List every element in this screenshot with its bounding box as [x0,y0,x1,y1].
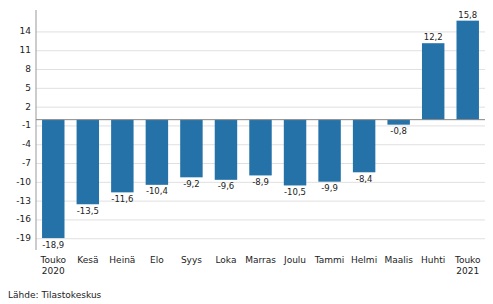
grid-line [36,50,485,51]
y-tick-label: 8 [25,64,31,74]
data-label: -9,6 [218,181,235,191]
data-label: -9,9 [321,183,338,193]
x-tick-label: Joulu [283,255,306,265]
chart: -19 -16 -13 -10 -7 -4 -1 2 5 8 11 14 -18,9 -13,5 -11,6… [0,0,493,304]
grid [36,32,485,239]
bar [42,120,64,238]
y-axis: -19 -16 -13 -10 -7 -4 -1 2 5 8 11 14 [16,10,36,250]
data-labels: -18,9 -13,5 -11,6 -10,4 -9,2 -9,6 -8,9 -10,5 -9,… [42,10,477,250]
x-tick-label: Huhti [421,255,445,265]
bar [249,120,271,176]
x-tick-label: Touko2021 [454,255,481,276]
y-tick-label: 14 [20,26,32,36]
data-label: -11,6 [111,194,133,204]
source-note: Lähde: Tilastokeskus [8,290,102,300]
y-tick-label: -19 [16,233,31,243]
grid-line [36,201,485,202]
y-tick-label: -7 [22,158,31,168]
bar [318,120,340,182]
bar [457,21,479,120]
grid-line [36,219,485,220]
bar [422,43,444,119]
y-tick-label: -13 [16,196,31,206]
y-axis-line [36,10,37,250]
y-tick-label: 5 [25,83,31,93]
y-tick-label: 2 [25,102,31,112]
data-label: -10,5 [284,187,306,197]
bar [111,120,133,193]
x-tick-label: Helmi [351,255,377,265]
y-tick-label: -1 [22,120,31,130]
x-tick-label: Loka [215,255,236,265]
data-label: -0,8 [390,126,407,136]
bar [146,120,168,185]
data-label: 12,2 [424,32,443,42]
data-label: 15,8 [458,10,477,20]
bar [215,120,237,180]
grid-line [36,88,485,89]
x-tick-label: Heinä [109,255,135,265]
data-label: -8,9 [252,177,269,187]
baseline [36,119,485,120]
x-axis: Touko2020 Kesä Heinä Elo Syys Loka Marras Joulu… [39,255,481,276]
x-tick-label: Kesä [77,255,98,265]
bar [284,120,306,186]
y-tick-label: -16 [16,214,31,224]
data-label: -9,2 [183,179,200,189]
bar [77,120,99,205]
y-tick-label: 11 [20,45,31,55]
bar [387,120,409,125]
grid-line [36,31,485,32]
y-tick-label: -10 [16,177,31,187]
grid-line [36,107,485,108]
y-tick-label: -4 [22,139,31,149]
bar [353,120,375,173]
x-tick-label: Marras [245,255,276,265]
x-tick-label: Touko2020 [39,255,66,276]
bars [42,21,479,238]
data-label: -10,4 [146,186,168,196]
x-tick-label: Elo [150,255,164,265]
x-tick-label: Maalis [384,255,413,265]
grid-line [36,69,485,70]
x-tick-label: Tammi [314,255,345,265]
x-tick-label: Syys [181,255,202,265]
bar [180,120,202,178]
data-label: -8,4 [356,174,373,184]
data-label: -13,5 [77,206,99,216]
data-label: -18,9 [42,240,64,250]
grid-line [36,238,485,239]
